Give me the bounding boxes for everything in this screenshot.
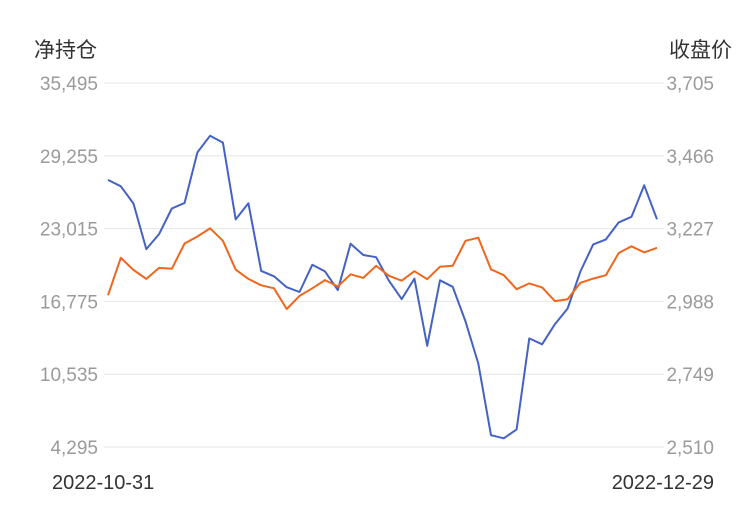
series-line-left-axis — [107, 134, 658, 440]
gridlines — [104, 82, 664, 448]
left-tick-label: 4,295 — [50, 438, 98, 459]
left-tick-label: 23,015 — [40, 220, 98, 241]
x-start-label: 2022-10-31 — [52, 472, 154, 494]
x-end-label: 2022-12-29 — [612, 472, 714, 494]
right-axis-ticks: 3,705 3,466 3,227 2,988 2,749 2,510 — [666, 74, 714, 459]
left-tick-label: 10,535 — [40, 365, 98, 386]
left-tick-label: 16,775 — [40, 292, 98, 313]
right-axis-title: 收盘价 — [669, 38, 732, 62]
right-tick-label: 3,705 — [666, 74, 714, 95]
series-lines — [107, 134, 658, 440]
left-axis-title: 净持仓 — [34, 38, 97, 62]
right-tick-label: 2,988 — [666, 292, 714, 313]
left-tick-label: 35,495 — [40, 74, 98, 95]
right-tick-label: 3,227 — [666, 220, 714, 241]
left-axis-ticks: 35,495 29,255 23,015 16,775 10,535 4,295 — [40, 74, 98, 459]
right-tick-label: 3,466 — [666, 147, 714, 168]
right-tick-label: 2,749 — [666, 365, 714, 386]
right-tick-label: 2,510 — [666, 438, 714, 459]
series-line-right-axis — [107, 227, 658, 310]
left-tick-label: 29,255 — [40, 147, 98, 168]
